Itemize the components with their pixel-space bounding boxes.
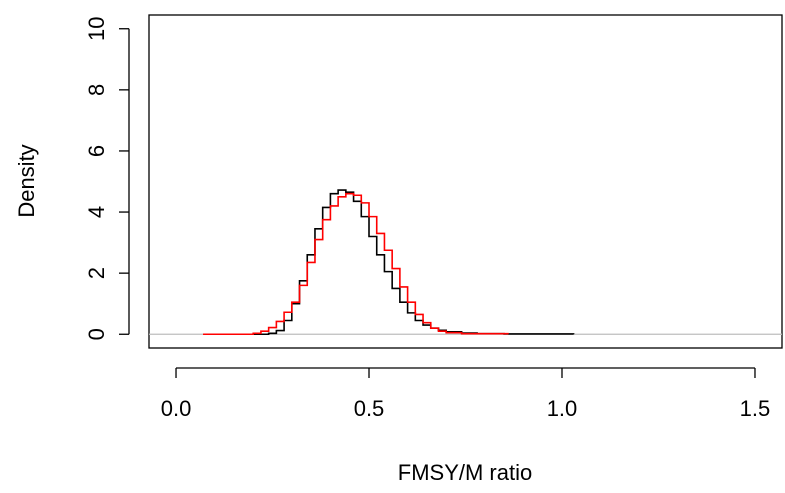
density-series-1	[253, 189, 575, 336]
x-axis: 0.0 0.5 1.0 1.5	[161, 367, 771, 421]
y-tick-label: 6	[84, 145, 109, 157]
y-tick-label: 4	[84, 206, 109, 218]
series-layer	[203, 189, 575, 336]
plot-frame	[148, 14, 783, 349]
x-tick-label: 1.0	[547, 396, 578, 421]
x-tick-label: 1.5	[740, 396, 771, 421]
y-tick-label: 0	[84, 328, 109, 340]
x-tick-label: 0.0	[161, 396, 192, 421]
y-axis-title: Density	[14, 144, 39, 217]
y-axis: 0 2 4 6 8 10	[84, 17, 130, 340]
density-series-2	[203, 192, 509, 336]
x-axis-title: FMSY/M ratio	[398, 460, 532, 485]
x-tick-label: 0.5	[354, 396, 385, 421]
y-tick-label: 8	[84, 84, 109, 96]
y-tick-label: 2	[84, 267, 109, 279]
y-tick-label: 10	[84, 17, 109, 41]
